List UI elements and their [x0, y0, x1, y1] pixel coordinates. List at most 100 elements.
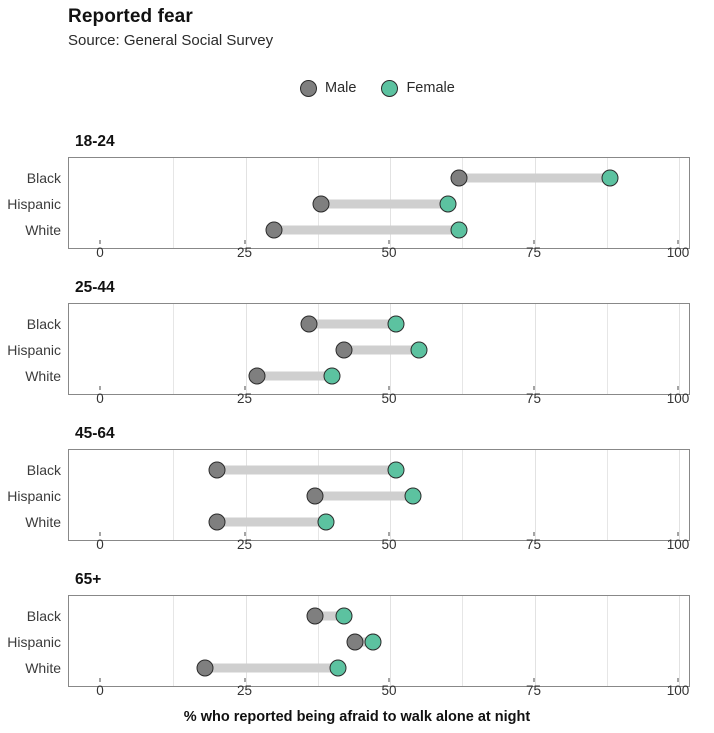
dumbbell-connector	[216, 517, 327, 527]
axis-tick-label: 100	[666, 537, 690, 552]
axis-tick	[244, 386, 245, 390]
data-point-female[interactable]	[387, 461, 405, 479]
axis-tick-label: 75	[525, 537, 542, 552]
gridline-major	[679, 450, 680, 540]
dumbbell-connector	[309, 319, 396, 329]
gridline-minor	[173, 304, 175, 394]
data-point-female[interactable]	[439, 195, 457, 213]
row-label-white: White	[25, 222, 61, 239]
axis-tick-label: 25	[236, 245, 253, 260]
gridline-minor	[317, 304, 319, 394]
data-point-female[interactable]	[387, 315, 405, 333]
row-label-hispanic: Hispanic	[7, 196, 61, 212]
gridline-major	[245, 450, 247, 540]
data-point-male[interactable]	[248, 367, 266, 385]
gridline-minor	[173, 596, 175, 686]
data-point-male[interactable]	[450, 169, 468, 187]
legend-swatch-female-icon	[381, 79, 399, 97]
row-label-black: Black	[26, 461, 61, 478]
axis-tick	[533, 386, 534, 390]
axis-tick	[533, 240, 534, 244]
axis-tick-label: 0	[96, 245, 104, 260]
gridline-minor	[173, 450, 175, 540]
plot-area: Black Hispanic White	[7, 303, 690, 395]
dumbbell-connector	[320, 199, 448, 209]
dumbbell-connector	[459, 173, 610, 183]
dumbbell-connector	[314, 611, 344, 621]
data-point-female[interactable]	[335, 607, 353, 625]
axis-tick	[388, 532, 390, 536]
gridlines	[69, 596, 689, 686]
legend-item-male[interactable]: Male	[300, 79, 357, 97]
axis-tick	[244, 532, 245, 536]
plot-area: Black Hispanic White	[7, 157, 690, 249]
data-point-female[interactable]	[450, 221, 468, 239]
axis-tick-label: 0	[96, 537, 104, 552]
data-point-female[interactable]	[601, 169, 619, 187]
gridline-minor	[462, 304, 464, 394]
axis-tick	[677, 532, 679, 536]
chart-subtitle: Source: General Social Survey	[68, 32, 274, 49]
axis-tick	[388, 678, 390, 682]
dumbbell-connector	[343, 345, 419, 355]
legend-item-female[interactable]: Female	[381, 79, 455, 97]
axis-tick-label: 25	[236, 391, 253, 406]
x-axis: 0 25 50 75 100	[68, 532, 690, 556]
data-point-female[interactable]	[364, 633, 382, 651]
chart-legend: Male Female	[300, 77, 471, 99]
axis-tick-label: 100	[666, 683, 690, 698]
gridline-minor	[606, 596, 608, 686]
legend-label: Male	[325, 80, 357, 96]
data-point-female[interactable]	[317, 513, 335, 531]
x-axis: 0 25 50 75 100	[68, 240, 690, 264]
axis-tick-label: 0	[96, 683, 104, 698]
axis-tick-label: 75	[525, 245, 542, 260]
data-point-female[interactable]	[323, 367, 341, 385]
dumbbell-connector	[257, 371, 333, 381]
data-point-male[interactable]	[300, 315, 318, 333]
data-point-male[interactable]	[265, 221, 283, 239]
axis-tick	[533, 678, 534, 682]
data-point-female[interactable]	[329, 659, 347, 677]
data-point-male[interactable]	[208, 513, 226, 531]
data-point-female[interactable]	[404, 487, 422, 505]
data-point-male[interactable]	[335, 341, 353, 359]
gridline-minor	[173, 158, 175, 248]
x-axis: 0 25 50 75 100	[68, 386, 690, 410]
gridline-minor	[462, 158, 464, 248]
x-axis: 0 25 50 75 100	[68, 678, 690, 702]
legend-label: Female	[406, 80, 455, 96]
legend-swatch-male-icon	[300, 79, 317, 97]
gridline-minor	[606, 158, 608, 248]
panel-title: 65+	[75, 571, 102, 588]
data-point-female[interactable]	[410, 341, 428, 359]
gridline-minor	[606, 450, 608, 540]
axis-tick-label: 100	[666, 391, 690, 406]
axis-tick-label: 75	[525, 683, 542, 698]
gridline-minor	[462, 450, 464, 540]
row-label-black: Black	[26, 315, 61, 332]
row-label-white: White	[25, 660, 61, 677]
data-point-male[interactable]	[208, 461, 226, 479]
data-point-male[interactable]	[312, 195, 330, 213]
axis-tick	[677, 678, 679, 682]
axis-tick	[244, 678, 245, 682]
dumbbell-connector	[205, 663, 338, 673]
panel-title: 25-44	[75, 279, 115, 296]
gridline-major	[534, 450, 536, 540]
row-label-white: White	[25, 514, 61, 531]
plot-area: Black Hispanic White	[7, 595, 690, 687]
gridline-major	[245, 596, 247, 686]
gridline-minor	[606, 304, 608, 394]
data-point-male[interactable]	[306, 487, 324, 505]
data-point-male[interactable]	[346, 633, 364, 651]
data-point-male[interactable]	[306, 607, 324, 625]
data-point-male[interactable]	[196, 659, 214, 677]
axis-tick-label: 50	[381, 683, 397, 698]
axis-tick-label: 0	[96, 391, 104, 406]
axis-tick	[99, 240, 101, 244]
plot-area: Black Hispanic White	[7, 449, 690, 541]
gridline-major	[679, 158, 680, 248]
axis-tick-label: 100	[666, 245, 690, 260]
